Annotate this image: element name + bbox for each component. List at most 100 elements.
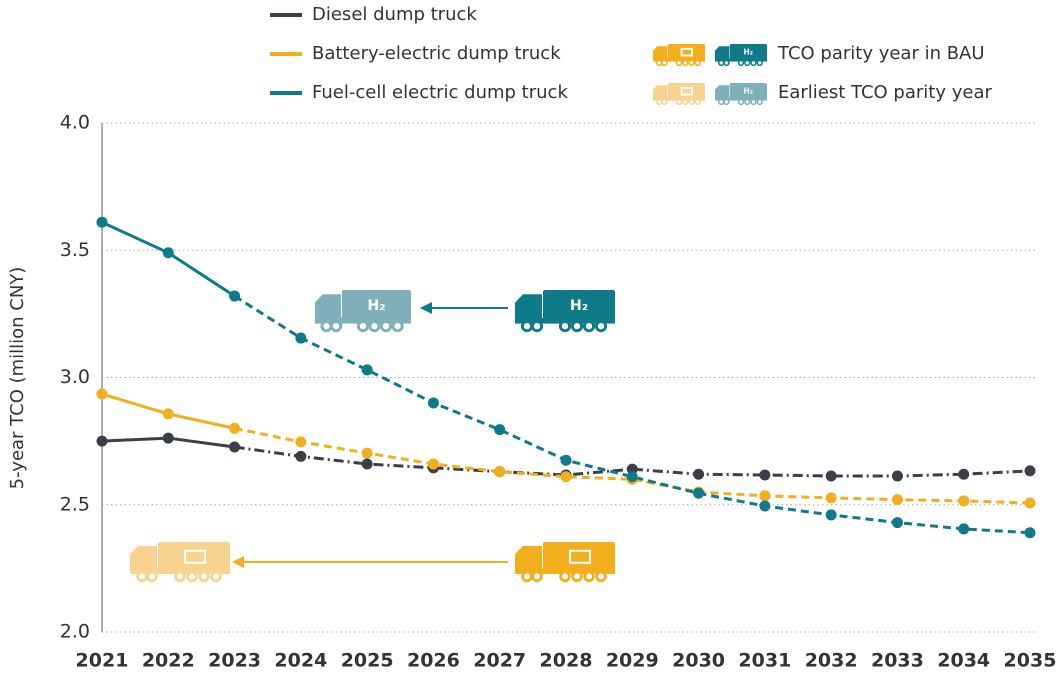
- point: [295, 332, 307, 344]
- wheel: [682, 59, 689, 67]
- point: [162, 432, 174, 444]
- point: [427, 397, 439, 409]
- wheel: [530, 320, 544, 333]
- wheel: [688, 98, 695, 106]
- x-tick-label: 2023: [208, 650, 261, 672]
- y-tick-label: 3.5: [60, 239, 90, 261]
- truck-cab: [515, 546, 542, 571]
- point: [1024, 465, 1036, 477]
- wheel: [744, 59, 751, 67]
- battery-symbol: [184, 549, 206, 564]
- truck-body: [341, 290, 411, 321]
- legend-label: Battery-electric dump truck: [312, 43, 561, 64]
- wheel: [756, 59, 763, 67]
- wheel: [661, 59, 668, 67]
- wheel: [656, 59, 663, 67]
- truck-icon: [653, 44, 705, 67]
- wheel: [320, 320, 333, 333]
- point: [825, 492, 837, 504]
- x-tick-label: 2033: [871, 650, 924, 672]
- wheel: [558, 320, 572, 333]
- wheel: [723, 98, 730, 106]
- truck-cab: [653, 46, 668, 60]
- x-tick-label: 2026: [407, 650, 460, 672]
- wheel: [521, 570, 533, 583]
- wheel: [723, 59, 730, 67]
- point: [693, 468, 705, 480]
- arrow-head: [232, 556, 244, 568]
- wheel: [661, 98, 668, 106]
- truck-body: [729, 83, 767, 99]
- wheel: [368, 320, 381, 333]
- truck-body: [667, 44, 705, 60]
- truck-cab: [653, 85, 668, 99]
- point: [825, 470, 837, 482]
- wheel: [571, 570, 583, 583]
- wheel: [750, 59, 757, 67]
- truck-icon: H₂: [515, 290, 615, 333]
- wheel: [570, 320, 584, 333]
- point: [361, 364, 373, 376]
- x-tick-label: 2024: [274, 650, 327, 672]
- truck-body: [543, 290, 615, 321]
- wheel: [675, 98, 683, 106]
- wheel: [675, 59, 683, 67]
- wheel: [559, 570, 571, 583]
- x-tick-label: 2025: [341, 650, 394, 672]
- point: [229, 290, 241, 302]
- x-tick-label: 2028: [540, 650, 593, 672]
- point: [958, 523, 970, 535]
- wheel: [186, 570, 198, 583]
- wheel: [718, 98, 725, 106]
- wheel: [688, 59, 695, 67]
- point: [1024, 497, 1036, 509]
- series-line: [233, 294, 1031, 535]
- point: [361, 458, 373, 470]
- point: [693, 487, 705, 499]
- point: [96, 216, 108, 228]
- wheel: [198, 570, 210, 583]
- h2-label: H₂: [570, 298, 588, 314]
- wheel: [718, 59, 725, 67]
- point: [295, 436, 307, 448]
- point: [560, 471, 572, 483]
- point: [626, 471, 638, 483]
- point: [295, 450, 307, 462]
- truck-cab: [130, 546, 157, 571]
- wheel: [744, 98, 751, 106]
- point: [891, 494, 903, 506]
- x-tick-label: 2021: [76, 650, 129, 672]
- point: [759, 469, 771, 481]
- x-tick-label: 2032: [805, 650, 858, 672]
- arrow-head: [420, 302, 432, 314]
- point: [494, 466, 506, 478]
- y-tick-label: 3.0: [60, 366, 90, 388]
- truck-icon: H₂: [315, 290, 411, 333]
- wheel: [356, 320, 370, 333]
- point: [427, 458, 439, 470]
- point: [825, 509, 837, 521]
- icon-legend-label: TCO parity year in BAU: [777, 43, 985, 64]
- h2-label: H₂: [744, 86, 754, 95]
- point: [494, 424, 506, 436]
- x-tick-label: 2029: [606, 650, 659, 672]
- wheel: [520, 320, 534, 333]
- x-tick-label: 2035: [1004, 650, 1057, 672]
- y-axis-label: 5-year TCO (million CNY): [7, 267, 28, 490]
- truck-body: [543, 542, 615, 571]
- point: [229, 441, 241, 453]
- point: [162, 408, 174, 420]
- point: [229, 422, 241, 434]
- legend-label: Diesel dump truck: [312, 4, 477, 25]
- wheel: [210, 570, 222, 583]
- wheel: [391, 320, 404, 333]
- point: [1024, 527, 1036, 539]
- wheel: [682, 98, 689, 106]
- point: [891, 470, 903, 482]
- wheel: [656, 98, 663, 106]
- wheel: [737, 59, 745, 67]
- x-tick-label: 2022: [142, 650, 195, 672]
- x-tick-label: 2034: [937, 650, 990, 672]
- truck-icon: [653, 83, 705, 106]
- truck-body: [729, 44, 767, 60]
